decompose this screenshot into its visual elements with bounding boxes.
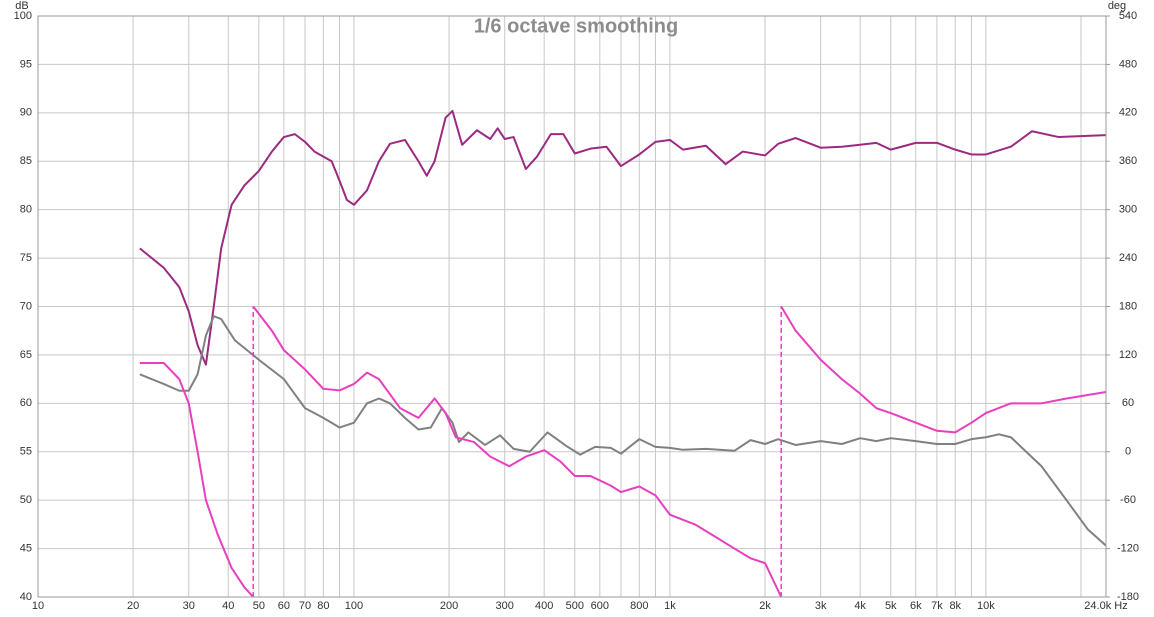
x-tick-label: 70 (299, 600, 311, 612)
x-tick-label: 400 (535, 600, 553, 612)
x-tick-label: 80 (317, 600, 329, 612)
x-tick-label: 300 (496, 600, 514, 612)
y-tick-label: 45 (20, 542, 32, 554)
y-tick-label: 70 (20, 300, 32, 312)
plot-lines (139, 109, 1107, 598)
x-tick-label: 6k (910, 600, 922, 612)
y-tick-label: 60 (20, 397, 32, 409)
y-tick-label: 80 (20, 204, 32, 216)
x-tick-label: 2k (759, 600, 771, 612)
y-tick-label: 85 (20, 155, 32, 167)
y2-tick-label: 420 (1119, 107, 1137, 119)
x-tick-label: 500 (566, 600, 584, 612)
x-tick-label: 4k (854, 600, 866, 612)
x-tick-label: 7k (931, 600, 943, 612)
x-tick-label: 30 (183, 600, 195, 612)
x-tick-label: 200 (440, 600, 458, 612)
y2-axis-label: deg (1108, 0, 1126, 12)
y2-tick-label: 60 (1122, 397, 1134, 409)
x-tick-label: 5k (885, 600, 897, 612)
x-tick-label: 20 (127, 600, 139, 612)
y2-tick-label: 240 (1119, 252, 1137, 264)
x-tick-label: 600 (591, 600, 609, 612)
y-tick-label: 90 (20, 107, 32, 119)
y2-tick-label: 480 (1119, 58, 1137, 70)
y2-tick-label: 0 (1125, 446, 1131, 458)
x-tick-label: 50 (253, 600, 265, 612)
series-line (139, 305, 1107, 598)
y2-tick-label: 180 (1119, 300, 1137, 312)
y-tick-label: 65 (20, 349, 32, 361)
x-tick-label: 3k (815, 600, 827, 612)
y-tick-label: 75 (20, 252, 32, 264)
y-tick-label: 55 (20, 446, 32, 458)
y2-tick-label: 360 (1119, 155, 1137, 167)
y2-tick-label: -120 (1117, 542, 1139, 554)
x-tick-label: 10k (977, 600, 995, 612)
y-tick-label: 40 (20, 591, 32, 603)
y2-tick-label: 300 (1119, 204, 1137, 216)
y-tick-label: 95 (20, 58, 32, 70)
x-tick-label: 40 (222, 600, 234, 612)
x-tick-label: 100 (345, 600, 363, 612)
y2-tick-label: -60 (1120, 494, 1136, 506)
y2-tick-label: 540 (1119, 10, 1137, 22)
y2-tick-label: 120 (1119, 349, 1137, 361)
series-line (139, 315, 1107, 547)
x-tick-label: 10 (32, 600, 44, 612)
x-tick-label: 24.0k Hz (1084, 600, 1127, 612)
y-tick-label: 100 (14, 10, 32, 22)
series-line (139, 109, 1107, 366)
y2-tick-label: -180 (1117, 591, 1139, 603)
x-tick-label: 800 (630, 600, 648, 612)
x-tick-label: 1k (664, 600, 676, 612)
chart-title: 1/6 octave smoothing (474, 15, 679, 37)
x-tick-label: 8k (949, 600, 961, 612)
x-tick-label: 60 (278, 600, 290, 612)
y-axis-label: dB (15, 0, 28, 12)
y-tick-label: 50 (20, 494, 32, 506)
